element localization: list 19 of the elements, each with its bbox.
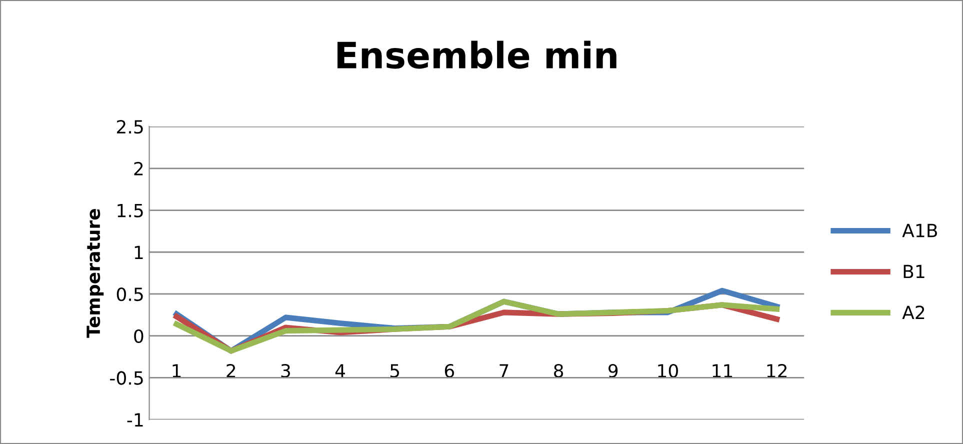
y-axis-title: Temperature <box>86 208 104 338</box>
chart-title: Ensemble min <box>338 40 616 69</box>
x-tick-label: 7 <box>500 364 508 378</box>
y-tick-label: -1 <box>127 413 143 426</box>
y-tick-label: 2.5 <box>117 120 143 134</box>
y-tick-label: 1.5 <box>118 204 143 218</box>
legend-label: A2 <box>902 306 924 319</box>
legend-label: B1 <box>904 264 924 278</box>
x-tick-label: 6 <box>444 364 454 378</box>
x-tick-label: 5 <box>390 364 399 378</box>
y-tick-label: 1 <box>134 246 143 259</box>
y-tick-label: 2 <box>134 162 143 176</box>
legend-label: A1B <box>902 224 938 238</box>
y-tick-label: -0.5 <box>110 371 143 385</box>
y-tick-label: 0 <box>134 329 144 343</box>
x-tick-label: 4 <box>335 364 345 378</box>
x-tick-label: 9 <box>608 364 618 378</box>
x-tick-label: 8 <box>554 364 564 378</box>
y-tick-label: 0.5 <box>116 287 143 302</box>
